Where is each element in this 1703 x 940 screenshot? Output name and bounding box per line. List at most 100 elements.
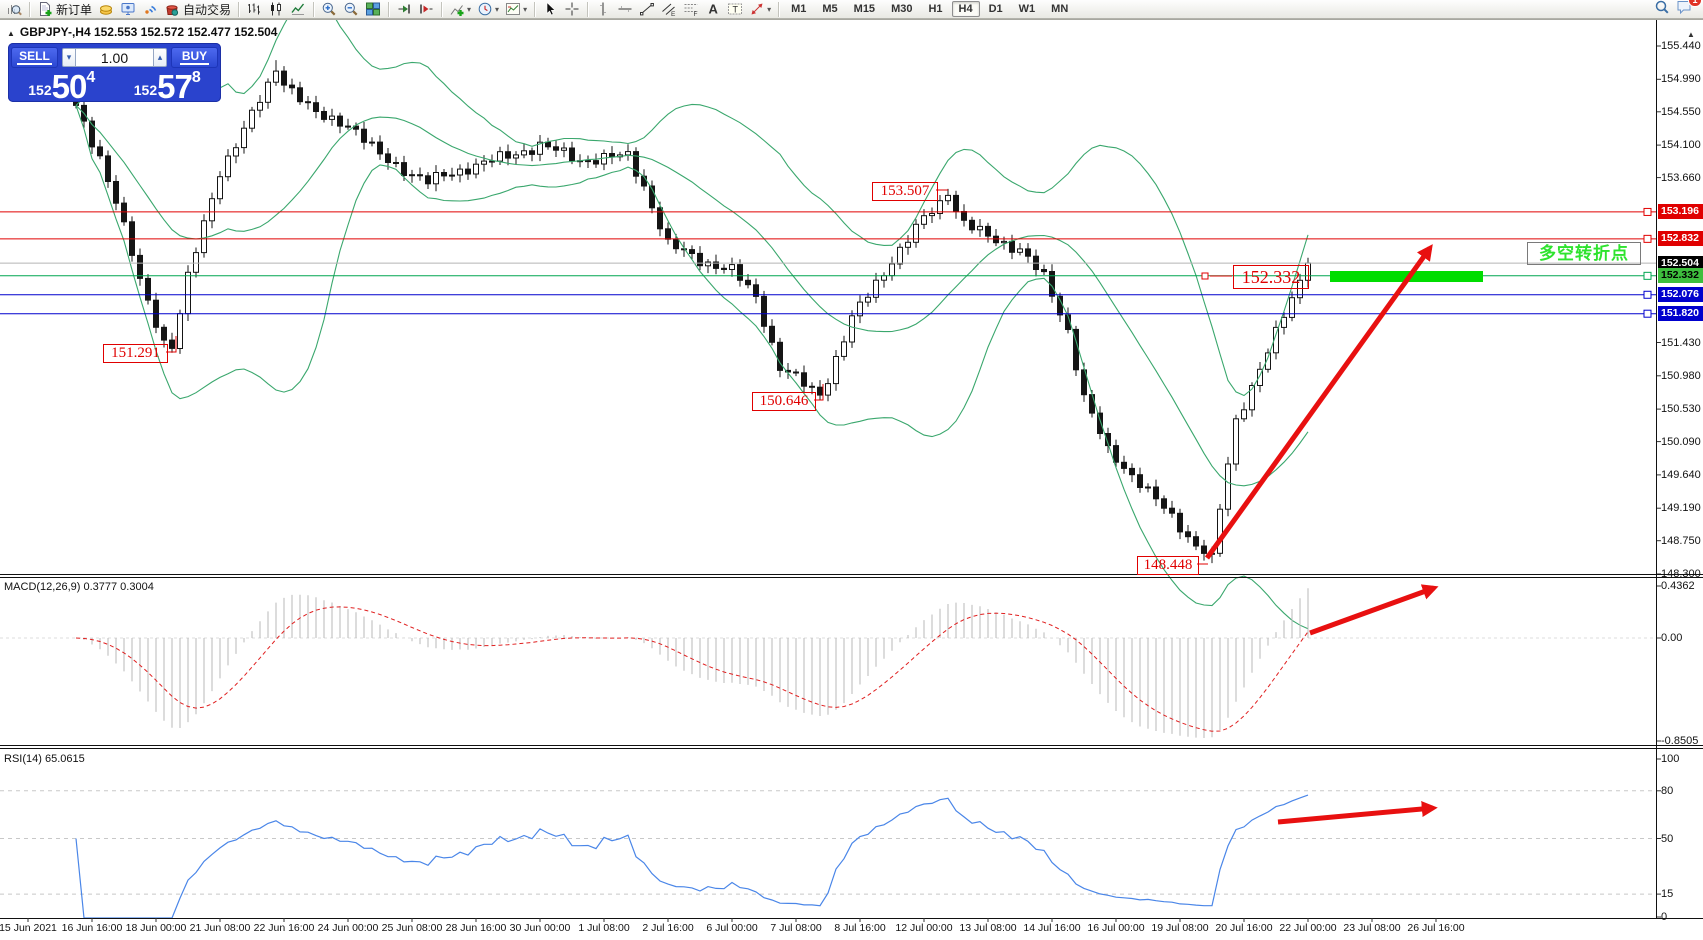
timeframe-w1-button[interactable]: W1	[1018, 3, 1036, 15]
price-axis-tick-label: 154.100	[1661, 139, 1701, 152]
candlestick-chart-icon[interactable]	[266, 1, 286, 18]
price-callout[interactable]: 151.291	[103, 344, 168, 363]
trend-arrow[interactable]	[1277, 801, 1438, 825]
timeframe-m5-button[interactable]: M5	[822, 3, 838, 15]
zoom-in-icon[interactable]	[319, 1, 339, 18]
line-handle[interactable]	[1643, 207, 1652, 216]
price-callout[interactable]: 152.332	[1233, 265, 1309, 289]
price-callout[interactable]: 150.646	[752, 392, 816, 411]
timeframe-d1-button[interactable]: D1	[988, 3, 1003, 15]
price-line-label: 152.832	[1658, 231, 1703, 247]
timeframe-h4-button[interactable]: H4	[951, 1, 980, 17]
macd-axis-label: -0.8505	[1661, 735, 1699, 747]
toolbar-right-group: 1	[1651, 0, 1702, 20]
community-icon[interactable]	[118, 1, 138, 18]
sell-price[interactable]: 152 50 4	[28, 68, 96, 105]
price-axis-tick-label: 150.980	[1661, 369, 1701, 382]
new-order-label[interactable]: 新订单	[56, 2, 93, 17]
line-chart-icon[interactable]	[288, 1, 308, 18]
vertical-line-icon[interactable]	[593, 1, 613, 18]
auto-trading-label[interactable]: 自动交易	[183, 2, 232, 17]
horizontal-line-icon[interactable]	[615, 1, 635, 18]
sell-button[interactable]: SELL	[11, 47, 58, 68]
timeframe-m1-button[interactable]: M1	[791, 3, 807, 15]
price-axis-tick-label: 149.190	[1661, 502, 1701, 515]
price-line-label: 152.504	[1658, 255, 1703, 271]
time-axis-label: 15 Jun 2021	[0, 922, 57, 934]
text-label-icon[interactable]	[725, 1, 745, 18]
auto-scroll-icon[interactable]	[394, 1, 414, 18]
buy-button[interactable]: BUY	[171, 47, 218, 68]
time-axis-label: 7 Jul 08:00	[770, 922, 822, 934]
signals-icon[interactable]	[140, 1, 160, 18]
price-line-label: 151.820	[1658, 306, 1703, 322]
time-axis-label: 26 Jul 16:00	[1407, 922, 1465, 934]
time-axis-label: 16 Jul 00:00	[1087, 922, 1145, 934]
line-handle[interactable]	[1643, 234, 1652, 243]
line-handle[interactable]	[1643, 271, 1652, 280]
time-axis-label: 24 Jun 00:00	[317, 922, 379, 934]
zoom-out-icon[interactable]	[341, 1, 361, 18]
trend-arrow[interactable]	[1309, 584, 1439, 636]
collapse-panel-icon[interactable]	[7, 25, 15, 39]
timeframe-mn-button[interactable]: MN	[1051, 3, 1069, 15]
price-line-label: 152.076	[1658, 287, 1703, 303]
timeframe-m30-button[interactable]: M30	[891, 3, 913, 15]
volume-input[interactable]: 1.00	[76, 48, 153, 67]
timeframe-m15-button[interactable]: M15	[853, 3, 876, 15]
price-callout[interactable]: 148.448	[1137, 556, 1199, 575]
auto-trading-icon[interactable]: 自动交易	[162, 1, 233, 18]
time-axis-label: 13 Jul 08:00	[959, 922, 1017, 934]
trade-prices-row: 152 50 4 152 57 8	[8, 68, 221, 105]
crosshair-icon[interactable]	[562, 1, 582, 18]
volume-increase-button[interactable]	[153, 48, 167, 67]
arrows-icon[interactable]	[747, 1, 773, 18]
deposit-icon[interactable]	[96, 1, 116, 18]
periods-icon[interactable]	[475, 1, 501, 18]
scroll-up-icon[interactable]	[1687, 24, 1695, 42]
price-line-label: 153.196	[1658, 204, 1703, 220]
buy-price[interactable]: 152 57 8	[133, 68, 201, 105]
fibonacci-icon[interactable]	[681, 1, 701, 18]
bar-chart-icon[interactable]	[244, 1, 264, 18]
time-axis-label: 22 Jul 00:00	[1279, 922, 1337, 934]
equidistant-channel-icon[interactable]	[659, 1, 679, 18]
price-axis-tick-label: 148.750	[1661, 534, 1701, 547]
chart-magnifier-icon[interactable]	[4, 1, 24, 18]
price-line-label: 152.332	[1658, 268, 1703, 284]
line-handle[interactable]	[1643, 309, 1652, 318]
time-axis-label: 20 Jul 16:00	[1215, 922, 1273, 934]
timeframe-h1-button[interactable]: H1	[928, 3, 943, 15]
tile-windows-icon[interactable]	[363, 1, 383, 18]
chart-shift-icon[interactable]	[416, 1, 436, 18]
templates-icon[interactable]	[503, 1, 529, 18]
toolbar-separator	[313, 1, 315, 17]
trend-arrow[interactable]	[1204, 244, 1433, 560]
price-axis-tick-label: 153.660	[1661, 171, 1701, 184]
toolbar-separator	[534, 1, 536, 17]
turning-point-note[interactable]: 多空转折点	[1527, 242, 1641, 265]
chart-ohlc-header: GBPJPY-,H4 152.553 152.572 152.477 152.5…	[7, 25, 278, 39]
bollinger-middle-band	[75, 105, 1309, 487]
time-axis-label: 22 Jun 16:00	[253, 922, 315, 934]
time-axis-label: 23 Jul 08:00	[1343, 922, 1401, 934]
indicators-icon[interactable]	[447, 1, 473, 18]
new-order-icon[interactable]: 新订单	[35, 1, 94, 18]
trendline-icon[interactable]	[637, 1, 657, 18]
cursor-icon[interactable]	[540, 1, 560, 18]
time-axis-label: 2 Jul 16:00	[642, 922, 694, 934]
text-icon[interactable]	[703, 1, 723, 18]
price-callout[interactable]: 153.507	[872, 182, 938, 201]
candlestick-series	[73, 60, 1311, 564]
callout-connector	[166, 336, 177, 353]
callout-handle[interactable]	[1201, 272, 1209, 280]
time-axis-label: 6 Jul 00:00	[706, 922, 758, 934]
line-handle[interactable]	[1643, 290, 1652, 299]
macd-indicator-label: MACD(12,26,9) 0.3777 0.3004	[4, 581, 154, 593]
search-icon[interactable]	[1652, 0, 1672, 15]
macd-axis-label: 0.00	[1661, 632, 1683, 644]
volume-decrease-button[interactable]	[62, 48, 76, 67]
